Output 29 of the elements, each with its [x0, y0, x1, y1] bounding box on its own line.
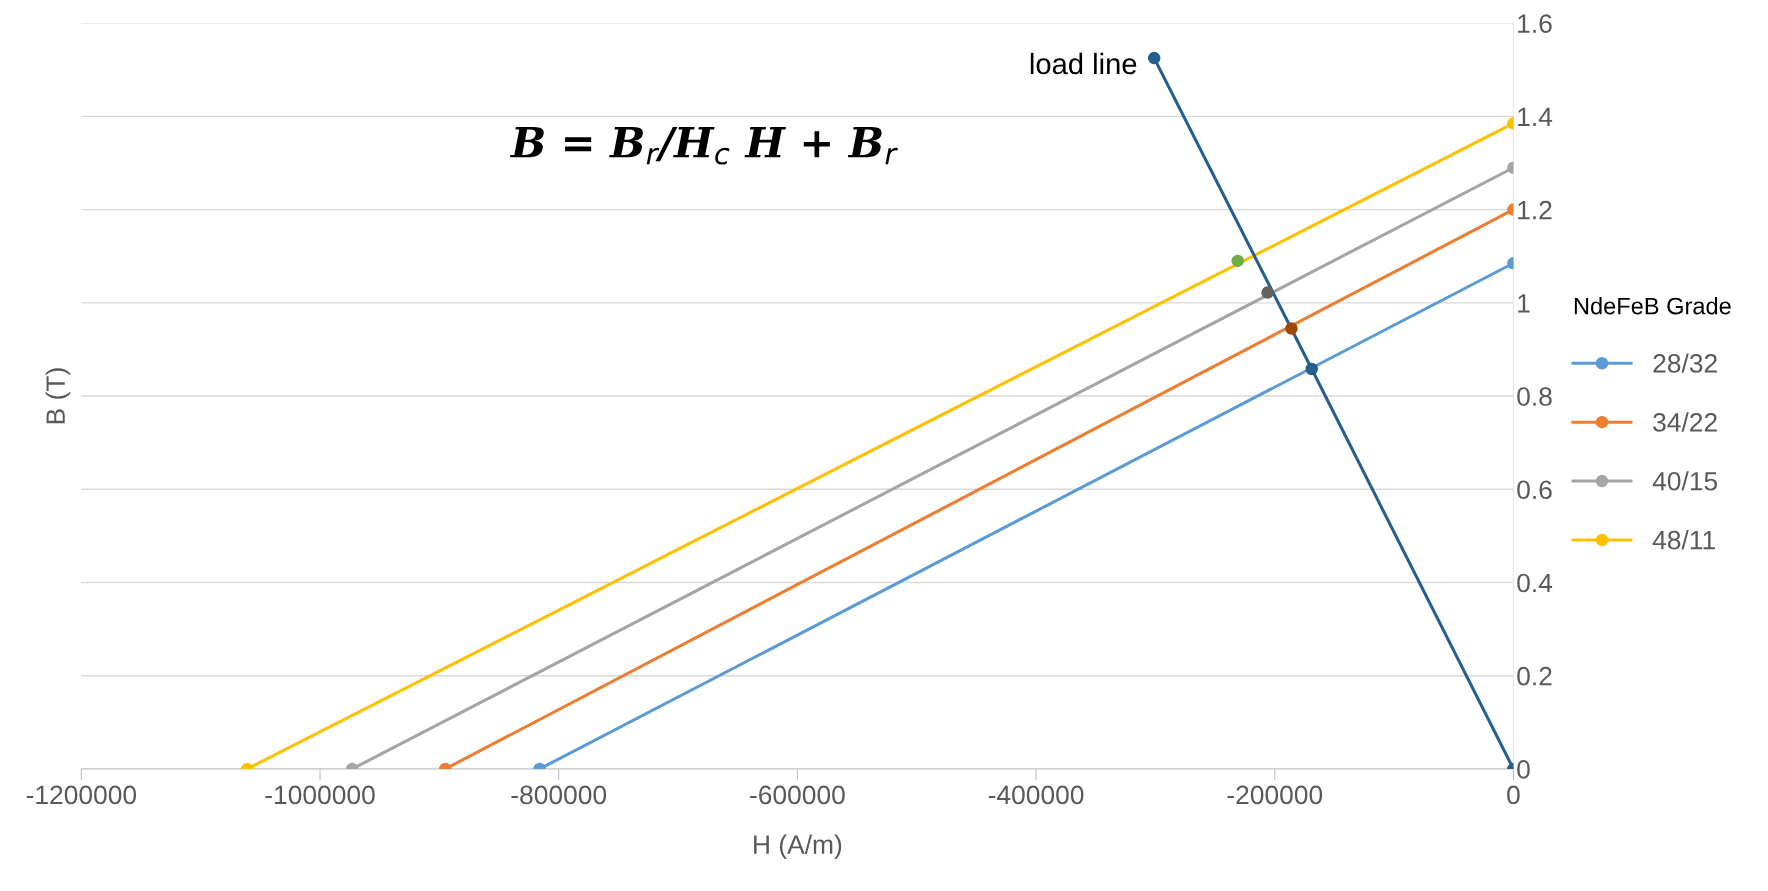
- legend-label: 28/32: [1653, 353, 1717, 373]
- legend-label: 48/11: [1652, 530, 1715, 550]
- annotation: B = B$_{r}$/H$_{c}$ H + B$_{r}$: [509, 126, 898, 165]
- point: [1305, 362, 1318, 376]
- y-tick-label: 0.8: [1517, 387, 1552, 406]
- y-tick-label: 0.4: [1517, 573, 1553, 593]
- y-tick-label: 1.6: [1518, 14, 1552, 33]
- y-tick-label: 1.4: [1518, 107, 1553, 126]
- x-axis-title: H (A/m): [754, 834, 842, 860]
- point: [1147, 51, 1161, 65]
- x-tick-label: -200000: [1227, 785, 1323, 805]
- y-tick-label: 1: [1518, 294, 1530, 313]
- y-tick-label: 0.6: [1517, 480, 1552, 500]
- point: [1285, 322, 1298, 335]
- annotation: load line: [1030, 52, 1137, 75]
- legend-label: 40/15: [1652, 471, 1718, 491]
- point: [1231, 254, 1244, 268]
- x-tick-label: -400000: [988, 785, 1084, 805]
- x-tick-label: -800000: [511, 785, 607, 805]
- y-tick-label: 0.2: [1517, 666, 1552, 686]
- x-tick-label: -600000: [750, 785, 845, 805]
- legend-label: 34/22: [1653, 412, 1717, 432]
- y-tick-label: 0: [1517, 760, 1530, 779]
- y-tick-label: 1.2: [1518, 200, 1552, 220]
- point: [1261, 286, 1274, 299]
- legend-title: NdeFeB Grade: [1574, 297, 1731, 315]
- x-tick-label: -1200000: [26, 785, 137, 805]
- y-axis-title: B (T): [45, 368, 71, 424]
- x-tick-label: -1000000: [265, 785, 375, 805]
